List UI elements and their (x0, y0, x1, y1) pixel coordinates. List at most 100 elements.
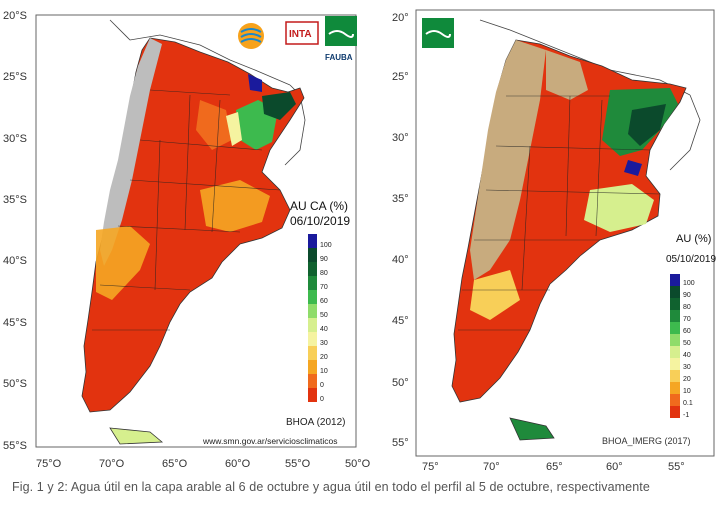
legend-swatch (308, 234, 317, 248)
map-panel-right: 20° 25° 30° 35° 40° 45° 50° 55° 75° 70° … (370, 0, 720, 470)
lat-label: 45° (392, 315, 409, 327)
legend-label: 70 (320, 284, 328, 291)
fauba-wave-icon (328, 30, 354, 38)
lat-label: 25° (392, 71, 409, 83)
legend-swatch (308, 304, 317, 318)
legend-label: 30 (683, 364, 691, 371)
legend-label: 60 (320, 298, 328, 305)
tierra-del-fuego-left (109, 427, 164, 445)
legend-swatch (670, 334, 680, 346)
lat-label: 40° (392, 254, 409, 266)
legend-label: 60 (683, 328, 691, 335)
legend-label: 30 (320, 340, 328, 347)
lat-label: 50°S (3, 378, 27, 390)
fauba-logo-right (422, 18, 454, 48)
legend-swatch (308, 318, 317, 332)
lon-label: 75° (422, 461, 439, 470)
lon-ticks-left: 75°O 70°O 65°O 60°O 55°O 50°O (36, 458, 370, 470)
lon-label: 55° (668, 461, 685, 470)
lon-label: 75°O (36, 458, 62, 470)
legend-label: 50 (683, 340, 691, 347)
legend-label: 90 (683, 292, 691, 299)
lat-ticks-right: 20° 25° 30° 35° 40° 45° 50° 55° (392, 12, 409, 449)
legend-swatch (308, 374, 317, 388)
legend-swatch (308, 290, 317, 304)
legend-label: 10 (320, 368, 328, 375)
legend-label: 40 (683, 352, 691, 359)
legend-swatch (670, 286, 680, 298)
lon-label: 60°O (225, 458, 251, 470)
orange-zone-south (96, 226, 150, 300)
map-right-svg: 20° 25° 30° 35° 40° 45° 50° 55° 75° 70° … (392, 9, 716, 470)
darkgreen-zone-ne (628, 104, 666, 146)
map-left-source: BHOA (2012) (286, 417, 345, 428)
legend-swatch (670, 310, 680, 322)
legend-swatch (670, 274, 680, 286)
legend-label: 0 (320, 382, 324, 389)
lon-label: 65° (546, 461, 563, 470)
neighbour-borders-right (479, 19, 701, 171)
legend-swatch (670, 358, 680, 370)
legend-swatch (670, 394, 680, 406)
legend-swatch (308, 346, 317, 360)
logos-left: INTA FAUBA (238, 16, 357, 62)
legend-label: -1 (683, 412, 689, 419)
legend-label: 20 (683, 376, 691, 383)
wet-darkgreen-ne (262, 92, 296, 120)
lon-ticks-right: 75° 70° 65° 60° 55° (422, 461, 685, 470)
lon-label: 60° (606, 461, 623, 470)
blue-zone-ne (624, 160, 642, 176)
legend-swatch (670, 370, 680, 382)
map-left-svg: 20°S 25°S 30°S 35°S 40°S 45°S 50°S 55°S … (3, 10, 370, 470)
lat-label: 25°S (3, 71, 27, 83)
tan-zone-andes (470, 40, 546, 280)
lon-label: 70°O (99, 458, 125, 470)
inta-logo (285, 21, 319, 45)
lon-label: 65°O (162, 458, 188, 470)
legend-swatch (308, 360, 317, 374)
fauba-wave-icon (425, 30, 451, 38)
map-right-date: 05/10/2019 (666, 254, 716, 265)
legend-label: 0 (320, 396, 324, 403)
map-right-title: AU (%) (676, 233, 711, 245)
lon-label: 55°O (285, 458, 311, 470)
orange-zone-north (196, 100, 232, 150)
legend-label: 80 (683, 304, 691, 311)
legend-label: 70 (683, 316, 691, 323)
legend-swatch (308, 248, 317, 262)
legend-label: 90 (320, 256, 328, 263)
wet-yellow-ne (226, 112, 242, 146)
legend-swatch (670, 382, 680, 394)
province-borders-right (458, 95, 661, 331)
map-left-url: www.smn.gov.ar/serviciosclimaticos (202, 436, 337, 446)
map-right-source: BHOA_IMERG (2017) (602, 436, 691, 446)
legend-label: 10 (683, 388, 691, 395)
legend-swatch (308, 276, 317, 290)
lat-label: 20°S (3, 10, 27, 22)
lat-label: 20° (392, 12, 409, 24)
lat-label: 30° (392, 132, 409, 144)
legend-label: 100 (683, 280, 695, 287)
lat-label: 50° (392, 377, 409, 389)
legend-label: 20 (320, 354, 328, 361)
smn-wave-icon (240, 28, 262, 43)
lon-label: 70° (483, 461, 500, 470)
lat-label: 45°S (3, 317, 27, 329)
legend-right: 100 90 80 70 60 50 40 30 20 10 0.1 -1 (670, 274, 695, 419)
legend-label: 80 (320, 270, 328, 277)
lat-label: 40°S (3, 255, 27, 267)
fauba-logo-text: FAUBA (325, 53, 353, 62)
lightgreen-zone-east (584, 184, 654, 232)
orange-zone-centre (200, 180, 270, 232)
legend-swatch (670, 298, 680, 310)
legend-swatch (670, 406, 680, 418)
lat-label: 35°S (3, 194, 27, 206)
figure-caption: Fig. 1 y 2: Agua útil en la capa arable … (12, 480, 650, 494)
legend-label: 100 (320, 242, 332, 249)
legend-label: 0.1 (683, 400, 693, 407)
yellow-zone-south (470, 270, 520, 320)
legend-label: 50 (320, 312, 328, 319)
legend-swatch (670, 322, 680, 334)
province-borders-left (92, 89, 281, 331)
